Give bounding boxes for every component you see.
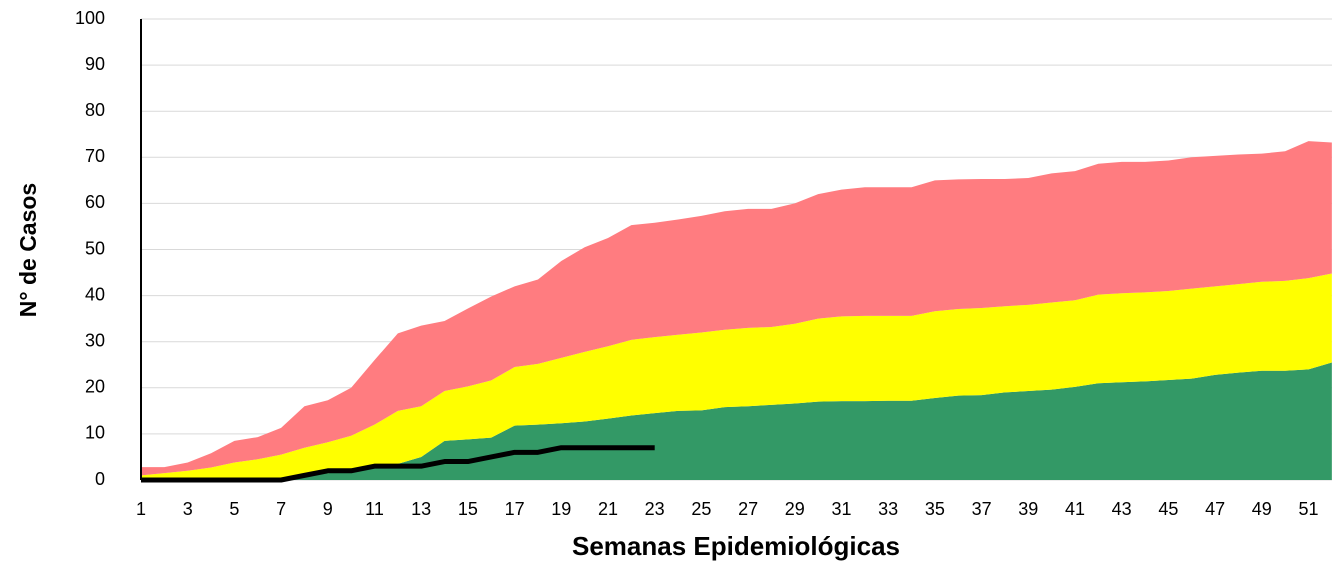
x-tick-label: 31 bbox=[831, 499, 851, 519]
area bbox=[141, 141, 1332, 476]
x-tick-label: 15 bbox=[458, 499, 478, 519]
x-tick-label: 1 bbox=[136, 499, 146, 519]
x-tick-label: 33 bbox=[878, 499, 898, 519]
x-tick-label: 47 bbox=[1205, 499, 1225, 519]
x-tick-label: 27 bbox=[738, 499, 758, 519]
y-tick-label: 70 bbox=[85, 146, 105, 166]
y-tick-label: 90 bbox=[85, 54, 105, 74]
line bbox=[141, 445, 655, 483]
y-tick-label: 20 bbox=[85, 377, 105, 397]
y-tick-label: 40 bbox=[85, 284, 105, 304]
y-tick-label: 50 bbox=[85, 238, 105, 258]
x-tick-label: 45 bbox=[1158, 499, 1178, 519]
x-tick-label: 7 bbox=[276, 499, 286, 519]
x-tick-label: 25 bbox=[691, 499, 711, 519]
y-tick-label: 30 bbox=[85, 330, 105, 350]
y-axis-label: N° de Casos bbox=[15, 183, 41, 317]
x-axis-label: Semanas Epidemiológicas bbox=[572, 531, 900, 561]
x-tick-label: 29 bbox=[785, 499, 805, 519]
x-tick-label: 11 bbox=[365, 499, 384, 519]
x-tick-label: 41 bbox=[1065, 499, 1085, 519]
x-tick-label: 35 bbox=[925, 499, 945, 519]
x-tick-label: 21 bbox=[598, 499, 618, 519]
area bbox=[141, 362, 1332, 480]
x-tick-label: 37 bbox=[972, 499, 992, 519]
y-tick-label: 10 bbox=[85, 423, 105, 443]
x-tick-label: 19 bbox=[551, 499, 571, 519]
x-tick-label: 43 bbox=[1112, 499, 1132, 519]
x-tick-label: 23 bbox=[645, 499, 665, 519]
y-tick-label: 100 bbox=[75, 8, 105, 28]
x-tick-label: 51 bbox=[1298, 499, 1318, 519]
x-tick-label: 13 bbox=[411, 499, 431, 519]
x-tick-label: 49 bbox=[1252, 499, 1272, 519]
x-tick-label: 17 bbox=[505, 499, 525, 519]
x-tick-label: 39 bbox=[1018, 499, 1038, 519]
x-tick-label: 5 bbox=[229, 499, 239, 519]
x-tick-label: 3 bbox=[183, 499, 193, 519]
x-tick-label: 9 bbox=[323, 499, 333, 519]
y-tick-label: 80 bbox=[85, 100, 105, 120]
y-tick-label: 60 bbox=[85, 192, 105, 212]
area bbox=[141, 273, 1332, 478]
y-tick-label: 0 bbox=[95, 469, 105, 489]
